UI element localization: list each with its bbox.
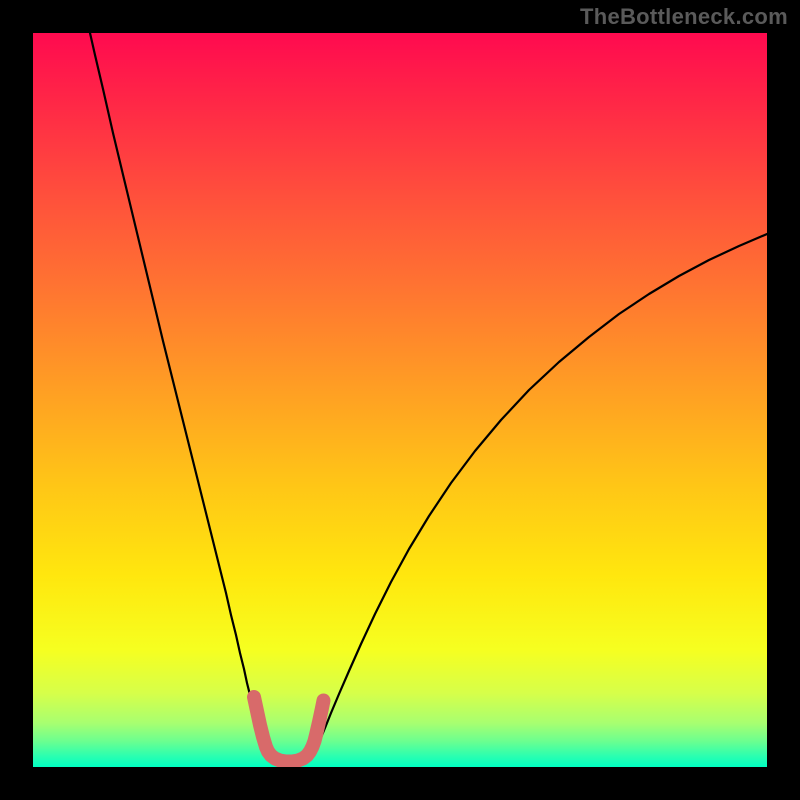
left-arc-line	[90, 33, 267, 758]
chart-frame: TheBottleneck.com	[0, 0, 800, 800]
curves-layer	[33, 33, 767, 767]
plot-area	[33, 33, 767, 767]
watermark-text: TheBottleneck.com	[580, 4, 788, 30]
right-arc-line	[311, 234, 767, 759]
valley-marker-u	[254, 697, 324, 762]
